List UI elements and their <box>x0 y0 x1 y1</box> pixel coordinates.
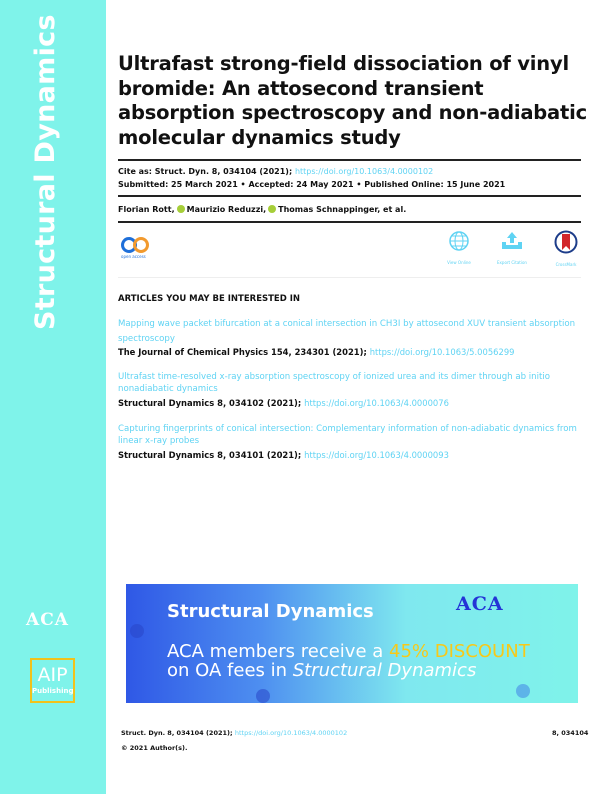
related-article: Mapping wave packet bifurcation at a con… <box>118 317 583 357</box>
related-article-citation: Structural Dynamics 8, 034101 (2021); <box>118 450 302 460</box>
view-online-label: View Online <box>447 260 471 265</box>
journal-name: Structural Dynamics <box>30 14 61 330</box>
banner-title: Structural Dynamics <box>167 601 374 622</box>
article-title: Ultrafast strong-field dissociation of v… <box>118 52 587 149</box>
divider <box>118 159 581 161</box>
crossmark-icon <box>554 230 578 254</box>
footer-cite-text: Struct. Dyn. 8, 034104 (2021); <box>121 729 233 737</box>
divider <box>118 277 581 278</box>
orcid-icon[interactable] <box>176 205 185 213</box>
related-articles-heading: ARTICLES YOU MAY BE INTERESTED IN <box>118 294 301 304</box>
page-number: 8, 034104 <box>552 729 589 737</box>
aip-logo-subtext: Publishing <box>32 687 74 695</box>
footer-cite: Struct. Dyn. 8, 034104 (2021); https://d… <box>121 729 347 737</box>
journal-sidebar: Structural Dynamics ACA AIP Publishing <box>0 0 106 794</box>
related-article-doi[interactable]: https://doi.org/10.1063/4.0000076 <box>304 398 449 408</box>
molecule-decoration <box>256 689 270 703</box>
aip-logo-text: AIP <box>37 664 68 686</box>
author[interactable]: Florian Rott, <box>118 205 175 214</box>
copyright: © 2021 Author(s). <box>121 744 188 752</box>
orcid-icon[interactable] <box>268 205 277 213</box>
export-icon <box>502 232 522 249</box>
aca-discount-banner[interactable]: Structural Dynamics ACA ACA members rece… <box>126 584 578 703</box>
cite-as: Cite as: Struct. Dyn. 8, 034104 (2021); … <box>118 167 433 176</box>
divider <box>118 195 581 197</box>
author[interactable]: Thomas Schnappinger, et al. <box>278 205 407 214</box>
related-article-title[interactable]: Ultrafast time-resolved x-ray absorption… <box>118 372 551 394</box>
related-article-doi[interactable]: https://doi.org/10.1063/4.0000093 <box>304 450 449 460</box>
open-access-icon: open access <box>121 237 149 259</box>
aca-logo: ACA <box>26 610 69 630</box>
article-doi-link[interactable]: https://doi.org/10.1063/4.0000102 <box>294 167 434 176</box>
related-article-doi[interactable]: https://doi.org/10.1063/5.0056299 <box>369 347 515 357</box>
open-access-label: open access <box>121 254 146 259</box>
banner-line1: ACA members receive a <box>167 641 389 662</box>
view-online-button[interactable]: View Online <box>434 230 484 265</box>
related-article-citation: Structural Dynamics 8, 034102 (2021); <box>118 398 302 408</box>
export-citation-label: Export Citation <box>497 260 527 265</box>
footer-doi-link[interactable]: https://doi.org/10.1063/4.0000102 <box>234 729 348 737</box>
divider <box>118 221 581 223</box>
globe-icon <box>449 231 469 251</box>
molecule-decoration <box>516 684 530 698</box>
crossmark-button[interactable]: CrossMark <box>541 230 591 267</box>
cite-label: Cite as: Struct. Dyn. 8, 034104 (2021); <box>118 167 293 176</box>
banner-message: ACA members receive a 45% DISCOUNT on OA… <box>167 642 530 680</box>
related-article-citation: The Journal of Chemical Physics 154, 234… <box>118 347 367 357</box>
related-article: Ultrafast time-resolved x-ray absorption… <box>118 371 583 408</box>
export-citation-button[interactable]: Export Citation <box>487 230 537 265</box>
banner-journal: Structural Dynamics <box>292 660 477 681</box>
publication-dates: Submitted: 25 March 2021 • Accepted: 24 … <box>118 180 506 189</box>
crossmark-label: CrossMark <box>555 262 577 267</box>
molecule-decoration <box>130 624 144 638</box>
banner-line2: on OA fees in <box>167 660 293 681</box>
related-article-title[interactable]: Mapping wave packet bifurcation at a con… <box>118 319 576 344</box>
author[interactable]: Maurizio Reduzzi, <box>186 205 267 214</box>
related-article: Capturing fingerprints of conical inters… <box>118 423 583 460</box>
open-access-logo: open access <box>120 236 152 264</box>
discount-highlight: 45% DISCOUNT <box>389 641 530 662</box>
related-article-title[interactable]: Capturing fingerprints of conical inters… <box>118 424 577 446</box>
aip-publishing-logo: AIP Publishing <box>30 658 75 703</box>
banner-aca-logo: ACA <box>456 593 504 615</box>
authors: Florian Rott, Maurizio Reduzzi, Thomas Sch… <box>118 205 406 214</box>
